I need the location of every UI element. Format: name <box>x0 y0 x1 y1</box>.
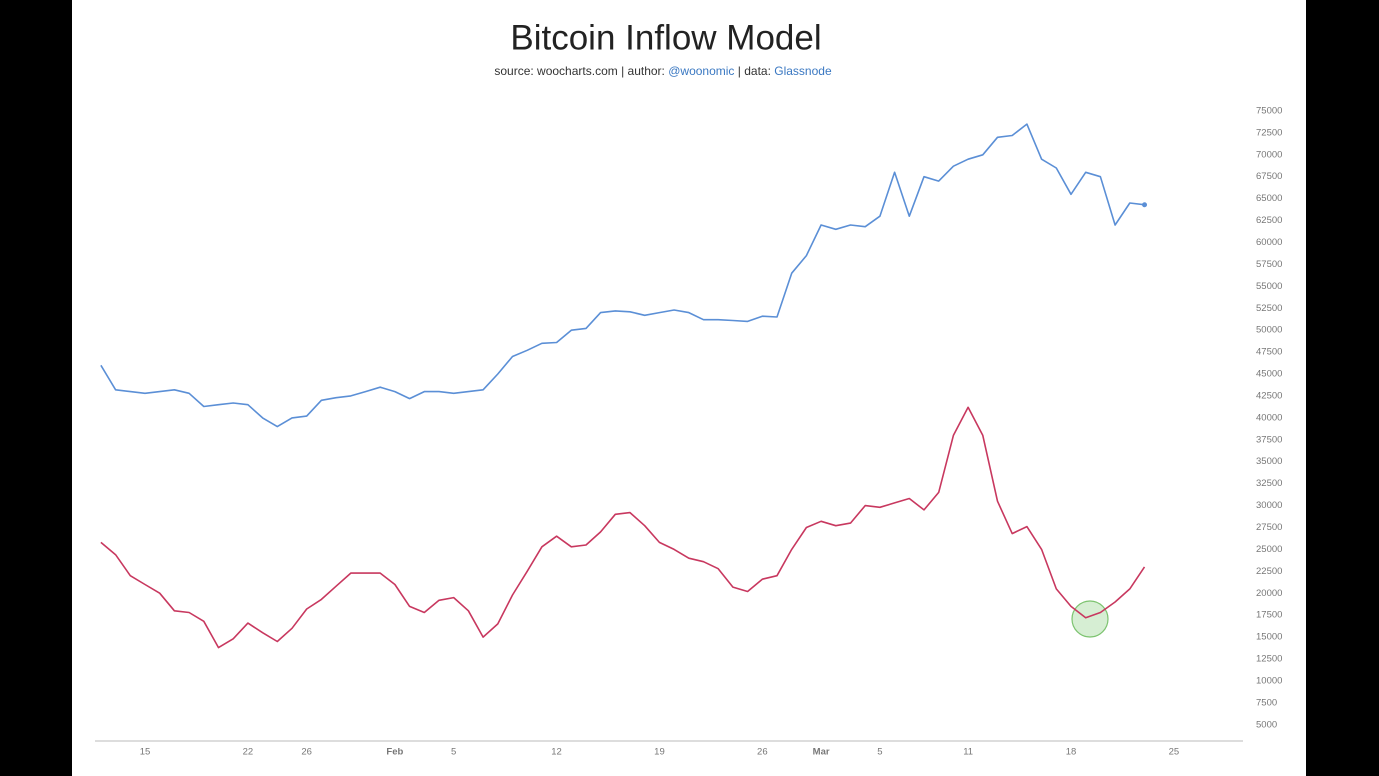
y-tick-label: 25000 <box>1256 544 1282 555</box>
chart-subtitle: source: woocharts.com | author: @woonomi… <box>494 64 832 78</box>
y-tick-label: 12500 <box>1256 654 1282 665</box>
y-tick-label: 7500 <box>1256 697 1277 708</box>
x-tick-label: 26 <box>301 747 312 758</box>
x-tick-label: Feb <box>386 747 403 758</box>
x-tick-label: 11 <box>963 747 973 758</box>
subtitle-text: | data: <box>734 64 774 78</box>
y-tick-label: 37500 <box>1256 434 1282 445</box>
y-tick-label: 40000 <box>1256 412 1282 423</box>
x-tick-label: 22 <box>243 747 254 758</box>
chart-title: Bitcoin Inflow Model <box>510 18 821 57</box>
y-tick-label: 35000 <box>1256 456 1282 467</box>
highlight-circle <box>1071 600 1109 638</box>
y-tick-label: 22500 <box>1256 566 1282 577</box>
x-tick-label: 12 <box>551 747 562 758</box>
x-tick-label: 5 <box>451 747 456 758</box>
y-tick-label: 47500 <box>1256 347 1282 358</box>
y-tick-label: 30000 <box>1256 500 1282 511</box>
y-tick-label: 52500 <box>1256 303 1282 314</box>
y-tick-label: 65000 <box>1256 193 1282 204</box>
y-tick-label: 5000 <box>1256 719 1277 730</box>
y-tick-label: 42500 <box>1256 390 1282 401</box>
author-link[interactable]: @woonomic <box>668 64 734 78</box>
data-link[interactable]: Glassnode <box>774 64 832 78</box>
background <box>72 0 1306 776</box>
y-tick-label: 70000 <box>1256 149 1282 160</box>
y-tick-label: 72500 <box>1256 127 1282 138</box>
x-tick-label: 5 <box>877 747 882 758</box>
x-tick-label: 18 <box>1066 747 1077 758</box>
y-tick-label: 10000 <box>1256 675 1282 686</box>
y-tick-label: 75000 <box>1256 105 1282 116</box>
y-tick-label: 67500 <box>1256 171 1282 182</box>
y-tick-label: 57500 <box>1256 259 1282 270</box>
x-tick-label: 25 <box>1169 747 1180 758</box>
y-tick-label: 32500 <box>1256 478 1282 489</box>
y-tick-label: 15000 <box>1256 632 1282 643</box>
end-dot <box>1142 202 1148 208</box>
y-tick-label: 50000 <box>1256 325 1282 336</box>
y-tick-label: 55000 <box>1256 281 1282 292</box>
y-tick-label: 20000 <box>1256 588 1282 599</box>
x-tick-label: 26 <box>757 747 768 758</box>
x-tick-label: 15 <box>140 747 151 758</box>
y-tick-label: 45000 <box>1256 369 1282 380</box>
y-tick-label: 17500 <box>1256 610 1282 621</box>
y-tick-label: 27500 <box>1256 522 1282 533</box>
x-tick-label: 19 <box>654 747 665 758</box>
series-line <box>100 406 1146 649</box>
y-tick-label: 62500 <box>1256 215 1282 226</box>
x-tick-label: Mar <box>813 747 830 758</box>
y-tick-label: 60000 <box>1256 237 1282 248</box>
series-line <box>100 123 1145 428</box>
subtitle-text: source: woocharts.com | author: <box>494 64 668 78</box>
